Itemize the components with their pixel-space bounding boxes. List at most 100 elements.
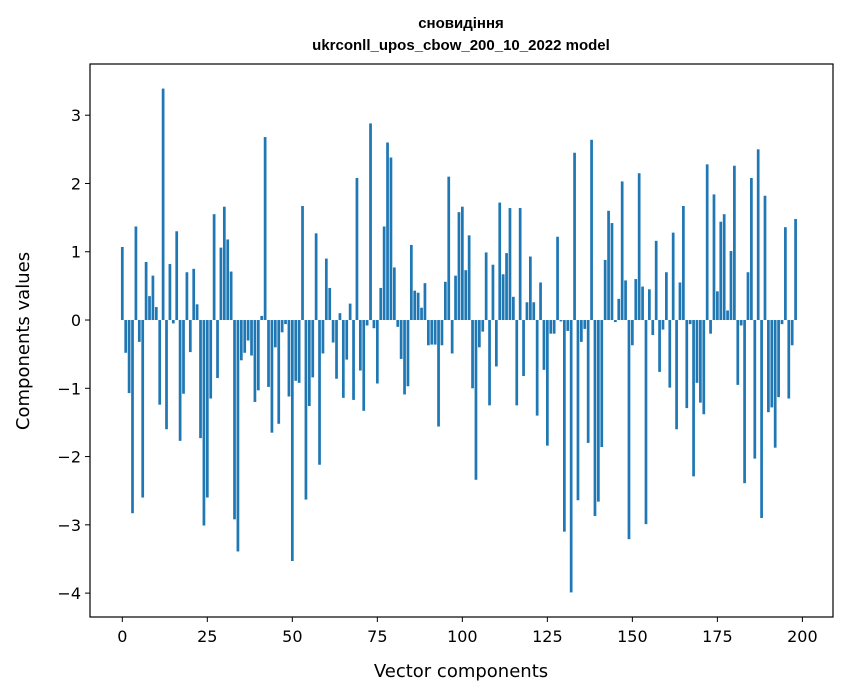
bar-156 bbox=[651, 320, 655, 336]
y-tick-label: 2 bbox=[71, 174, 81, 193]
bar-99 bbox=[457, 212, 461, 321]
bar-113 bbox=[505, 253, 508, 321]
bar-192 bbox=[773, 320, 777, 448]
bar-26 bbox=[209, 320, 213, 399]
bar-68 bbox=[352, 320, 355, 400]
bar-186 bbox=[753, 320, 757, 459]
bar-17 bbox=[178, 320, 182, 441]
bar-48 bbox=[284, 320, 287, 325]
bar-102 bbox=[467, 235, 471, 321]
bar-3 bbox=[131, 320, 134, 514]
bar-18 bbox=[182, 320, 185, 394]
bar-143 bbox=[607, 210, 610, 321]
bar-132 bbox=[569, 320, 573, 593]
x-tick-label: 0 bbox=[117, 627, 127, 646]
bar-101 bbox=[464, 270, 468, 321]
bar-187 bbox=[756, 149, 760, 321]
bar-154 bbox=[644, 320, 648, 525]
bar-8 bbox=[148, 296, 151, 321]
bar-164 bbox=[678, 282, 682, 321]
bar-120 bbox=[529, 256, 532, 321]
bar-80 bbox=[392, 267, 396, 321]
bar-79 bbox=[389, 157, 393, 321]
bar-32 bbox=[229, 271, 233, 321]
bar-179 bbox=[729, 251, 733, 321]
bar-63 bbox=[335, 320, 338, 379]
bar-82 bbox=[399, 320, 403, 359]
bar-29 bbox=[219, 247, 223, 321]
bar-177 bbox=[722, 214, 726, 321]
bar-50 bbox=[290, 320, 294, 562]
bar-196 bbox=[787, 320, 791, 399]
bar-65 bbox=[341, 320, 345, 398]
bar-133 bbox=[573, 152, 576, 321]
bar-121 bbox=[532, 302, 536, 321]
bar-151 bbox=[634, 279, 638, 321]
bar-77 bbox=[382, 226, 386, 321]
bar-25 bbox=[205, 320, 209, 498]
bar-170 bbox=[699, 320, 702, 403]
bar-178 bbox=[726, 310, 729, 321]
bar-152 bbox=[637, 173, 641, 321]
bar-89 bbox=[423, 283, 427, 321]
y-tick-label: 1 bbox=[71, 243, 81, 262]
bar-105 bbox=[477, 320, 481, 348]
bar-44 bbox=[270, 320, 274, 433]
bar-148 bbox=[624, 280, 627, 321]
bar-191 bbox=[770, 320, 774, 408]
bar-71 bbox=[362, 320, 366, 411]
bar-114 bbox=[508, 208, 512, 321]
bar-40 bbox=[256, 320, 260, 391]
bar-76 bbox=[379, 287, 383, 321]
bar-61 bbox=[328, 287, 332, 321]
chart-title-word: сновидіння bbox=[418, 15, 504, 32]
bar-24 bbox=[202, 320, 206, 526]
bar-190 bbox=[767, 320, 770, 413]
bar-162 bbox=[671, 232, 675, 321]
bar-104 bbox=[474, 320, 478, 480]
bar-94 bbox=[440, 320, 444, 346]
bar-135 bbox=[580, 320, 583, 342]
bar-157 bbox=[654, 240, 658, 321]
y-tick-label: −3 bbox=[57, 516, 81, 535]
bar-131 bbox=[566, 320, 570, 331]
bar-16 bbox=[175, 231, 179, 321]
bar-46 bbox=[277, 320, 281, 424]
x-tick-label: 175 bbox=[702, 627, 733, 646]
x-tick-label: 75 bbox=[367, 627, 387, 646]
y-axis-label: Components values bbox=[13, 252, 34, 430]
bar-194 bbox=[780, 320, 784, 325]
bar-67 bbox=[348, 303, 352, 321]
bar-112 bbox=[501, 274, 505, 321]
bar-2 bbox=[127, 320, 131, 394]
bar-90 bbox=[426, 320, 430, 346]
bar-49 bbox=[287, 320, 291, 397]
bar-13 bbox=[165, 320, 168, 430]
bar-57 bbox=[314, 233, 318, 321]
bars-group bbox=[120, 88, 797, 593]
y-tick-label: −1 bbox=[57, 379, 81, 398]
bar-198 bbox=[794, 218, 797, 321]
bar-140 bbox=[597, 320, 600, 502]
bar-11 bbox=[158, 320, 162, 405]
bar-189 bbox=[763, 195, 767, 321]
bar-174 bbox=[712, 194, 716, 321]
y-tick-label: −4 bbox=[57, 584, 81, 603]
bar-1 bbox=[124, 320, 128, 353]
bar-106 bbox=[481, 320, 485, 332]
x-tick-label: 50 bbox=[282, 627, 302, 646]
bar-96 bbox=[447, 176, 451, 321]
bar-128 bbox=[556, 236, 559, 321]
bar-51 bbox=[294, 320, 298, 381]
bar-20 bbox=[188, 320, 192, 353]
bar-93 bbox=[437, 320, 440, 427]
bar-119 bbox=[525, 302, 529, 321]
bar-147 bbox=[620, 181, 624, 321]
bar-83 bbox=[403, 320, 406, 395]
bar-31 bbox=[226, 239, 230, 321]
bar-74 bbox=[372, 320, 376, 329]
x-tick-label: 150 bbox=[617, 627, 648, 646]
bar-0 bbox=[120, 246, 124, 321]
bar-165 bbox=[682, 206, 685, 321]
bar-55 bbox=[307, 320, 311, 407]
